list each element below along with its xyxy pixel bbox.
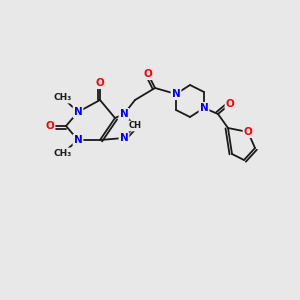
Text: O: O [46,121,54,131]
Text: CH₃: CH₃ [54,148,72,158]
Text: N: N [120,133,128,143]
Text: CH: CH [128,122,142,130]
Text: N: N [172,89,180,99]
Text: O: O [244,127,252,137]
Text: O: O [226,99,234,109]
Text: N: N [74,135,82,145]
Text: O: O [144,69,152,79]
Text: N: N [200,103,208,113]
Text: N: N [74,107,82,117]
Text: O: O [96,78,104,88]
Text: CH₃: CH₃ [54,94,72,103]
Text: N: N [120,109,128,119]
